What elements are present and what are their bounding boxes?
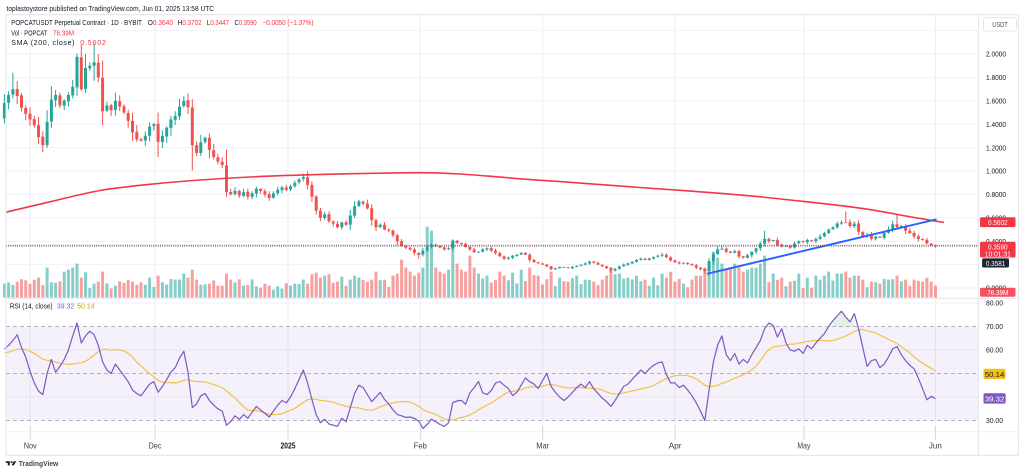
svg-text:1.0000: 1.0000: [986, 167, 1006, 176]
svg-text:76.39M: 76.39M: [53, 29, 74, 37]
svg-text:C0.3590: C0.3590: [235, 19, 257, 27]
svg-text:May: May: [797, 441, 810, 450]
svg-text:50.14: 50.14: [77, 302, 94, 310]
svg-text:0.3590: 0.3590: [988, 242, 1008, 251]
svg-text:60.00: 60.00: [986, 346, 1003, 355]
svg-text:Jun: Jun: [929, 441, 942, 450]
svg-text:Vol · POPCAT: Vol · POPCAT: [11, 29, 48, 37]
svg-text:SMA (200, close): SMA (200, close): [11, 39, 74, 47]
svg-text:2025: 2025: [281, 441, 296, 450]
svg-text:O0.3640: O0.3640: [148, 19, 173, 27]
svg-text:toplastoystore published on Tr: toplastoystore published on TradingView.…: [7, 4, 215, 13]
svg-text:H0.3702: H0.3702: [178, 19, 202, 27]
svg-text:Mar: Mar: [536, 441, 549, 450]
svg-text:76.39M: 76.39M: [987, 288, 1008, 297]
svg-text:1.6000: 1.6000: [986, 97, 1006, 106]
svg-text:Dec: Dec: [149, 441, 162, 450]
svg-text:0.4000: 0.4000: [986, 237, 1006, 246]
svg-text:−0.0050 (−1.37%): −0.0050 (−1.37%): [262, 19, 313, 27]
svg-text:0.3581: 0.3581: [986, 259, 1006, 268]
svg-text:Nov: Nov: [24, 441, 37, 450]
svg-text:50.14: 50.14: [985, 370, 1005, 379]
svg-text:1.2000: 1.2000: [986, 143, 1006, 152]
svg-text:30.00: 30.00: [986, 416, 1003, 425]
svg-text:39.32: 39.32: [985, 394, 1005, 403]
svg-text:2.0000: 2.0000: [986, 50, 1006, 59]
svg-text:0.8000: 0.8000: [986, 190, 1006, 199]
svg-text:10:01:31: 10:01:31: [985, 249, 1011, 258]
svg-text:Apr: Apr: [669, 441, 682, 450]
svg-text:0.5602: 0.5602: [988, 218, 1008, 227]
svg-text:POPCATUSDT Perpetual Contract: POPCATUSDT Perpetual Contract · 1D · BYB…: [11, 19, 142, 27]
svg-text:USDT: USDT: [992, 22, 1008, 29]
svg-text:RSI (14, close): RSI (14, close): [10, 302, 53, 310]
svg-text:TradingView: TradingView: [19, 459, 59, 468]
svg-text:39.32: 39.32: [57, 302, 74, 310]
svg-text:L0.3447: L0.3447: [207, 19, 229, 27]
svg-text:Feb: Feb: [414, 441, 428, 450]
svg-text:80.00: 80.00: [986, 299, 1003, 308]
svg-text:0.5602: 0.5602: [80, 39, 106, 47]
svg-text:1.4000: 1.4000: [986, 120, 1006, 129]
svg-text:70.00: 70.00: [986, 322, 1003, 331]
svg-text:1.8000: 1.8000: [986, 73, 1006, 82]
